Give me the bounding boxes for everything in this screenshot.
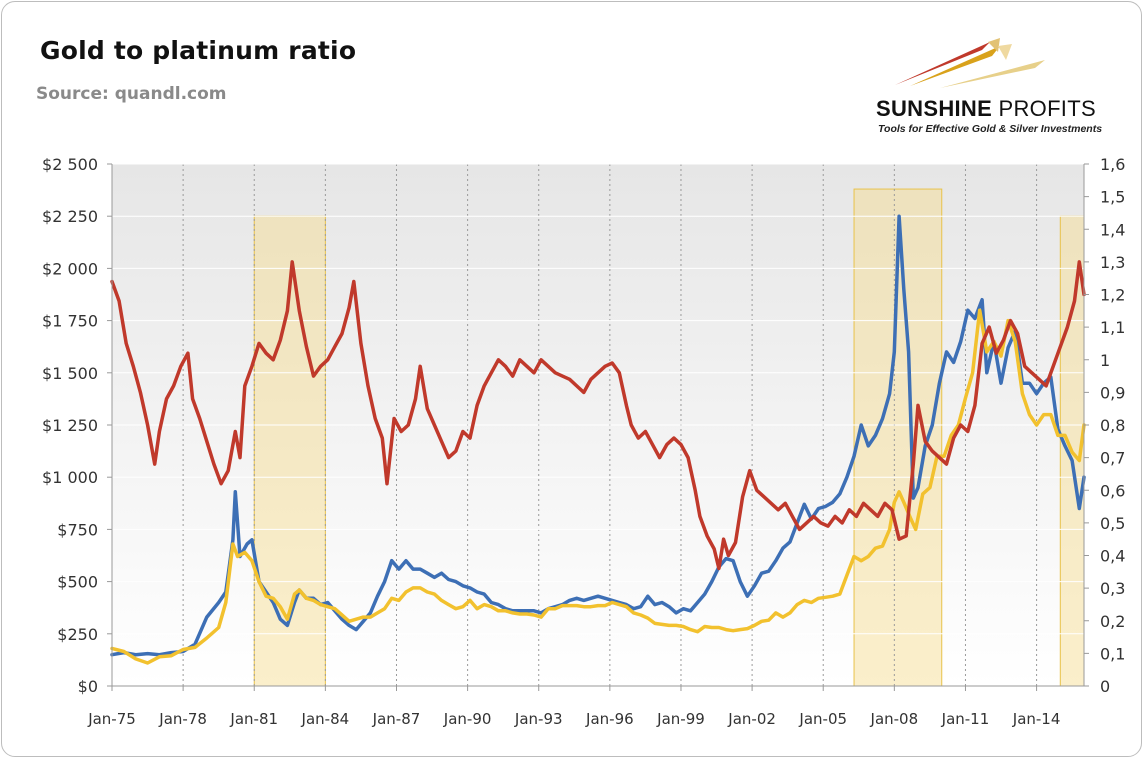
x-tick-label: Jan-81 (229, 710, 278, 728)
x-tick-label: Jan-90 (443, 710, 492, 728)
y-right-tick-label: 1,1 (1100, 318, 1125, 337)
y-right-tick-label: 1,5 (1100, 188, 1125, 207)
x-tick-label: Jan-08 (870, 710, 919, 728)
x-tick-label: Jan-11 (941, 710, 990, 728)
y-left-tick-label: $0 (78, 677, 98, 696)
series-line-gold-price (110, 308, 1086, 665)
x-tick-label: Jan-96 (585, 710, 634, 728)
series-line-gold-to-platinum-ratio (110, 260, 1086, 571)
y-right-tick-label: 0,1 (1100, 644, 1125, 663)
x-tick-label: Jan-87 (372, 710, 421, 728)
logo-name-thin: PROFITS (998, 96, 1096, 121)
logo-tagline: Tools for Effective Gold & Silver Invest… (878, 123, 1103, 135)
y-right-tick-label: 1 (1100, 351, 1110, 370)
x-tick-label: Jan-14 (1012, 710, 1061, 728)
sunshine-profits-logo: SUNSHINE PROFITS Tools for Effective Gol… (870, 30, 1103, 140)
y-left-tick-label: $1 000 (42, 468, 98, 487)
y-right-tick-label: 0,9 (1100, 383, 1125, 402)
x-tick-label: Jan-75 (87, 710, 136, 728)
y-right-tick-label: 1,6 (1100, 155, 1125, 174)
y-left-tick-label: $1 250 (42, 416, 98, 435)
x-tick-label: Jan-93 (514, 710, 563, 728)
y-left-tick-label: $2 250 (42, 207, 98, 226)
logo-name-bold: SUNSHINE (876, 96, 999, 121)
x-tick-label: Jan-02 (727, 710, 776, 728)
y-right-tick-label: 0,8 (1100, 416, 1125, 435)
y-left-tick-label: $1 750 (42, 312, 98, 331)
x-tick-label: Jan-05 (798, 710, 847, 728)
y-left-tick-label: $500 (57, 573, 98, 592)
y-right-tick-label: 1,4 (1100, 220, 1125, 239)
y-left-tick-label: $2 000 (42, 259, 98, 278)
y-right-tick-label: 0,4 (1100, 547, 1125, 566)
logo-name: SUNSHINE PROFITS (876, 96, 1096, 122)
y-right-tick-label: 0,7 (1100, 449, 1125, 468)
y-right-tick-label: 0,5 (1100, 514, 1125, 533)
x-tick-label: Jan-84 (301, 710, 350, 728)
y-right-tick-label: 0 (1100, 677, 1110, 696)
y-left-tick-label: $750 (57, 520, 98, 539)
chart-source: Source: quandl.com (36, 84, 227, 104)
chart-title: Gold to platinum ratio (40, 36, 357, 65)
x-tick-label: Jan-99 (656, 710, 705, 728)
y-right-tick-label: 0,3 (1100, 579, 1125, 598)
y-left-tick-label: $2 500 (42, 155, 98, 174)
logo-swoosh-icon (895, 38, 1045, 88)
y-right-tick-label: 1,2 (1100, 286, 1125, 305)
x-tick-label: Jan-78 (158, 710, 207, 728)
y-right-tick-label: 0,6 (1100, 481, 1125, 500)
y-right-tick-label: 0,2 (1100, 612, 1125, 631)
y-left-tick-label: $250 (57, 625, 98, 644)
y-left-tick-label: $1 500 (42, 364, 98, 383)
y-right-tick-label: 1,3 (1100, 253, 1125, 272)
